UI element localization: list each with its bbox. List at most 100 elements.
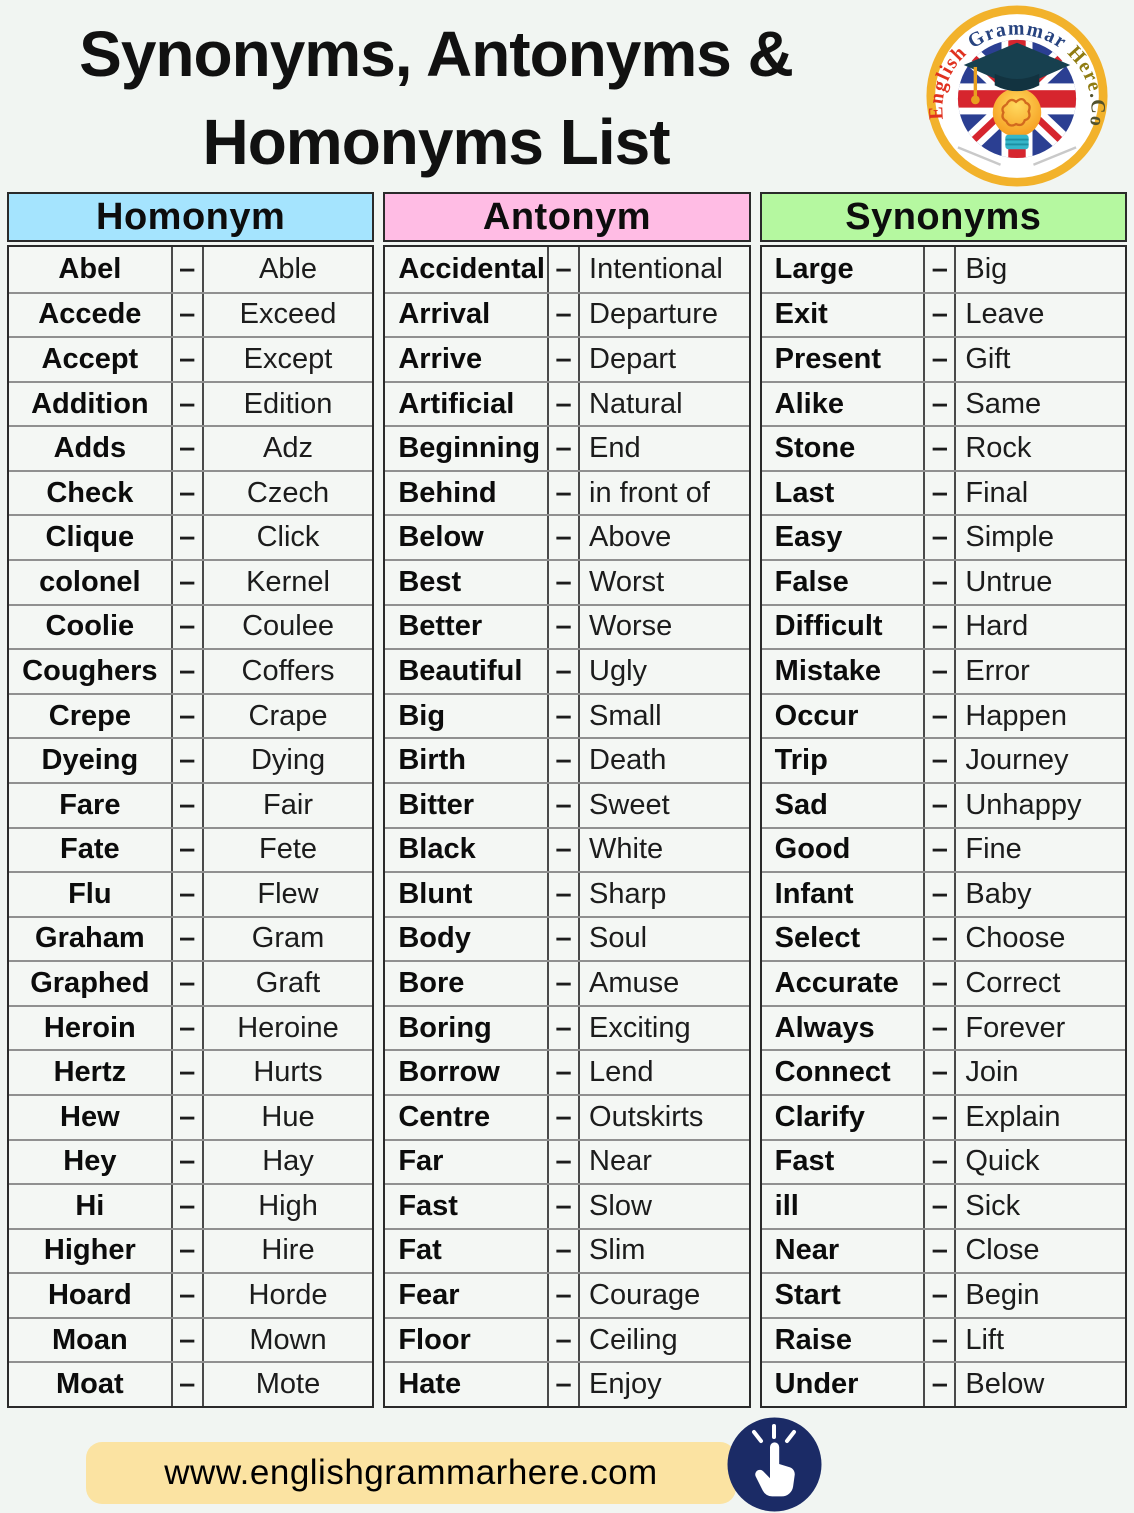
word-secondary: Crape xyxy=(248,699,328,732)
word-primary: Moat xyxy=(9,1363,173,1406)
word-primary: Fast xyxy=(762,1140,926,1184)
word-secondary: Outskirts xyxy=(589,1100,704,1133)
antonym-table: Antonym Accidental – Intentional Arrival – De… xyxy=(383,192,751,1408)
dash-separator: – xyxy=(925,293,957,337)
dash-separator: – xyxy=(173,1229,204,1273)
table-row: Exit – Leave xyxy=(761,291,1125,337)
dash-separator: – xyxy=(925,1229,957,1273)
word-primary: Coughers xyxy=(9,650,173,693)
word-primary: Connect xyxy=(762,1051,926,1094)
dash-separator: – xyxy=(925,1185,957,1228)
table-row: Hate – Enjoy xyxy=(385,1361,749,1406)
website-url-pill[interactable]: www.englishgrammarhere.com xyxy=(86,1442,736,1504)
graduation-cap-icon xyxy=(963,42,1071,105)
table-row: Clarify – Explain xyxy=(761,1093,1125,1139)
dash-separator: – xyxy=(173,1274,204,1317)
word-primary: Boring xyxy=(385,1006,550,1050)
word-secondary: Gram xyxy=(251,922,325,955)
table-row: Alike – Same xyxy=(761,380,1125,426)
table-row: Hi – High xyxy=(9,1183,373,1228)
word-primary: Clique xyxy=(9,516,173,560)
word-secondary: Czech xyxy=(246,476,330,509)
word-secondary: Correct xyxy=(965,967,1061,999)
word-secondary: Death xyxy=(589,744,667,777)
word-primary: Adds xyxy=(9,427,173,470)
word-secondary: Adz xyxy=(263,432,313,465)
dash-separator: – xyxy=(549,739,581,782)
table-row: Graphed – Graft xyxy=(9,960,373,1005)
word-primary: Fate xyxy=(9,828,173,872)
word-primary: Hertz xyxy=(9,1051,173,1094)
word-primary: Hew xyxy=(9,1095,173,1139)
word-primary: Check xyxy=(9,471,173,515)
word-primary: Crepe xyxy=(9,694,173,738)
table-row: Under – Below xyxy=(761,1361,1125,1406)
dash-separator: – xyxy=(549,1051,581,1094)
word-primary: Hey xyxy=(9,1140,173,1184)
homonym-table: Homonym Abel – Able Accede – Exceed Accept – Exc… xyxy=(7,192,375,1408)
word-primary: Centre xyxy=(385,1095,550,1139)
click-hand-icon xyxy=(752,1424,796,1443)
word-secondary: Sick xyxy=(965,1189,1021,1222)
word-primary: Present xyxy=(762,338,926,381)
page-footer: www.englishgrammarhere.com xyxy=(0,1408,1134,1512)
word-primary: Behind xyxy=(385,471,550,515)
word-primary: Big xyxy=(385,694,550,738)
dash-separator: – xyxy=(925,1318,957,1362)
table-row: Occur – Happen xyxy=(761,692,1125,738)
word-primary: Hoard xyxy=(9,1274,173,1317)
table-row: Always – Forever xyxy=(761,1004,1125,1050)
word-primary: Black xyxy=(385,828,550,872)
dash-separator: – xyxy=(173,247,204,292)
dash-separator: – xyxy=(549,783,581,827)
word-secondary: Rock xyxy=(965,432,1032,465)
dash-separator: – xyxy=(173,1051,204,1094)
table-row: Beginning – End xyxy=(385,425,749,470)
dash-separator: – xyxy=(173,1006,204,1050)
dash-separator: – xyxy=(925,605,957,649)
page-title: Synonyms, Antonyms & Homonyms List xyxy=(8,10,864,186)
word-secondary: Edition xyxy=(243,387,333,420)
dash-separator: – xyxy=(173,1363,204,1406)
word-primary: Alike xyxy=(762,382,926,426)
word-secondary: Simple xyxy=(965,521,1055,554)
table-row: Boring – Exciting xyxy=(385,1004,749,1050)
word-secondary: Above xyxy=(589,521,672,554)
word-secondary: Able xyxy=(258,252,318,285)
table-row: Higher – Hire xyxy=(9,1227,373,1273)
word-primary: Borrow xyxy=(385,1051,550,1094)
synonyms-table: Synonyms Large – Big Exit – Leave Present – Gift… xyxy=(759,192,1127,1408)
word-primary: Good xyxy=(762,828,926,872)
antonym-table-body: Accidental – Intentional Arrival – Departure A… xyxy=(383,245,751,1408)
word-primary: Difficult xyxy=(762,605,926,649)
dash-separator: – xyxy=(925,516,957,560)
click-hand-button[interactable] xyxy=(726,1416,823,1513)
word-secondary: Depart xyxy=(589,342,677,375)
dash-separator: – xyxy=(549,1185,581,1228)
dash-separator: – xyxy=(173,338,204,381)
table-row: Fate – Fete xyxy=(9,826,373,872)
word-secondary: Slow xyxy=(589,1189,652,1222)
dash-separator: – xyxy=(173,1318,204,1362)
dash-separator: – xyxy=(173,873,204,916)
table-row: Accept – Except xyxy=(9,336,373,381)
table-row: Centre – Outskirts xyxy=(385,1093,749,1139)
table-row: Bitter – Sweet xyxy=(385,781,749,827)
table-row: Big – Small xyxy=(385,692,749,738)
word-primary: Higher xyxy=(9,1229,173,1273)
homonym-header: Homonym xyxy=(7,192,375,242)
word-secondary: Small xyxy=(589,699,662,732)
dash-separator: – xyxy=(925,427,957,470)
table-row: Accidental – Intentional xyxy=(385,247,748,292)
table-row: Floor – Ceiling xyxy=(385,1316,749,1362)
table-row: Moan – Mown xyxy=(9,1316,373,1362)
dash-separator: – xyxy=(549,427,581,470)
word-primary: Graphed xyxy=(9,962,173,1005)
dash-separator: – xyxy=(549,650,581,693)
word-secondary: Ugly xyxy=(589,654,648,687)
word-primary: Raise xyxy=(762,1318,926,1362)
table-row: Behind – in front of xyxy=(385,469,749,515)
word-secondary: Join xyxy=(965,1056,1019,1089)
word-secondary: Worst xyxy=(589,565,665,598)
table-row: Hey – Hay xyxy=(9,1138,373,1184)
